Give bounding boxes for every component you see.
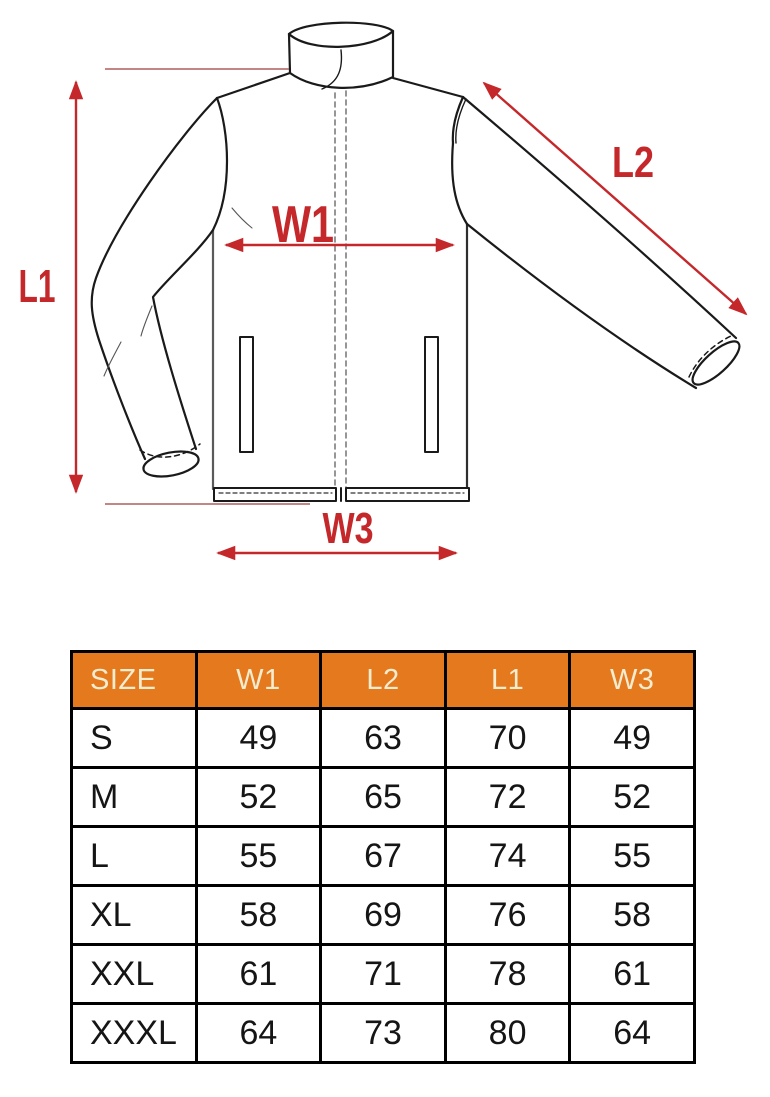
l2-measure-arrow <box>482 81 748 316</box>
size-cell: L <box>70 825 198 887</box>
size-cell: M <box>70 766 198 828</box>
value-cell: 64 <box>194 1002 323 1064</box>
right-sleeve <box>461 95 741 390</box>
left-sleeve <box>90 96 219 478</box>
value-cell: 63 <box>319 707 447 769</box>
value-cell: 61 <box>568 943 696 1005</box>
jacket-measurement-diagram: W1 L1 L2 W3 <box>19 21 748 561</box>
value-cell: 64 <box>568 1002 696 1064</box>
hem-band <box>213 487 470 502</box>
value-cell: 67 <box>319 825 447 887</box>
table-row-l: L 55 67 74 55 <box>70 825 696 887</box>
column-header-size: SIZE <box>70 650 198 710</box>
table-row-m: M 52 65 72 52 <box>70 766 696 828</box>
value-cell: 72 <box>443 766 572 828</box>
column-header-w1: W1 <box>194 650 323 710</box>
right-pocket-slit <box>424 336 439 453</box>
table-row-xxxl: XXXL 64 73 80 64 <box>70 1002 696 1064</box>
size-cell: XXXL <box>70 1002 198 1064</box>
value-cell: 58 <box>568 884 696 946</box>
table-row-xxl: XXL 61 71 78 61 <box>70 943 696 1005</box>
table-row-s: S 49 63 70 49 <box>70 707 696 769</box>
column-header-l2: L2 <box>319 650 447 710</box>
size-cell: S <box>70 707 198 769</box>
header-row: SIZE W1 L2 L1 W3 <box>70 650 696 710</box>
value-cell: 58 <box>194 884 323 946</box>
zipper-line <box>334 90 347 489</box>
right-shoulder-line <box>391 76 465 99</box>
value-cell: 80 <box>443 1002 572 1064</box>
value-cell: 73 <box>319 1002 447 1064</box>
jacket-outline <box>90 21 741 502</box>
value-cell: 69 <box>319 884 447 946</box>
value-cell: 78 <box>443 943 572 1005</box>
column-header-l1: L1 <box>443 650 572 710</box>
size-cell: XL <box>70 884 198 946</box>
value-cell: 55 <box>568 825 696 887</box>
value-cell: 55 <box>194 825 323 887</box>
left-pocket-slit <box>239 336 254 453</box>
jacket-collar <box>287 21 395 90</box>
value-cell: 49 <box>194 707 323 769</box>
table-row-xl: XL 58 69 76 58 <box>70 884 696 946</box>
value-cell: 52 <box>568 766 696 828</box>
measurement-annotations: W1 L1 L2 W3 <box>19 68 748 561</box>
value-cell: 61 <box>194 943 323 1005</box>
value-cell: 74 <box>443 825 572 887</box>
w1-label: W1 <box>272 196 334 254</box>
column-header-w3: W3 <box>568 650 696 710</box>
w3-label: W3 <box>323 504 374 553</box>
size-table: SIZE W1 L2 L1 W3 S 49 63 70 49 M 52 65 7… <box>70 650 696 1064</box>
left-shoulder-line <box>215 71 292 100</box>
value-cell: 49 <box>568 707 696 769</box>
value-cell: 52 <box>194 766 323 828</box>
value-cell: 70 <box>443 707 572 769</box>
value-cell: 65 <box>319 766 447 828</box>
value-cell: 76 <box>443 884 572 946</box>
l1-label: L1 <box>19 260 56 312</box>
size-cell: XXL <box>70 943 198 1005</box>
jacket-torso <box>211 95 469 491</box>
value-cell: 71 <box>319 943 447 1005</box>
l2-label: L2 <box>612 138 654 187</box>
